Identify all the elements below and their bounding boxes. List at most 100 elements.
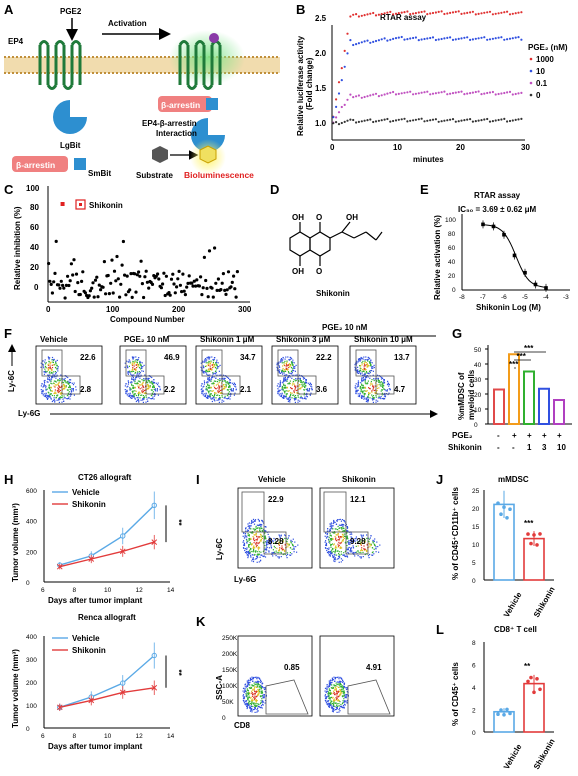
flow-event (260, 523, 262, 526)
g-ytick: 20 (474, 392, 482, 399)
flow-event (281, 545, 283, 547)
b-point (380, 119, 383, 122)
flow-event (205, 392, 207, 394)
flow-event (206, 389, 208, 391)
flow-event (354, 540, 356, 542)
flow-event (342, 559, 344, 561)
flow-event (277, 383, 279, 385)
flow-event (255, 681, 257, 683)
flow-event (262, 704, 264, 706)
b-point (332, 122, 335, 125)
flow-event (375, 547, 377, 550)
flow-event (371, 391, 373, 393)
flow-event (254, 698, 256, 700)
flow-event (248, 544, 250, 546)
b-point (377, 95, 380, 98)
flow-event (348, 546, 350, 549)
flow-event (248, 525, 250, 527)
flow-event (364, 382, 366, 384)
flow-event (253, 542, 255, 544)
flow-event (220, 392, 222, 395)
flow-event (387, 383, 389, 385)
flow-event (260, 551, 262, 553)
flow-event (364, 387, 367, 389)
flow-event (339, 556, 341, 558)
flow-event (337, 681, 339, 683)
flow-event (136, 383, 138, 385)
flow-event (135, 364, 137, 366)
flow-event (290, 393, 292, 395)
flow-event (154, 390, 156, 392)
flow-event (286, 397, 288, 399)
b-point (343, 103, 346, 106)
flow-event (215, 362, 217, 364)
flow-event (333, 550, 335, 553)
flow-event (246, 541, 248, 543)
flow-event (213, 399, 215, 401)
flow-event (134, 390, 136, 392)
c-point (232, 274, 236, 278)
flow-event (254, 708, 256, 710)
flow-event (363, 368, 365, 370)
b-point (349, 93, 352, 96)
b-point (389, 91, 392, 94)
flow-event (270, 543, 272, 545)
flow-event (378, 397, 380, 399)
flow-event (137, 366, 139, 368)
flow-event (360, 549, 362, 551)
flow-event (359, 394, 361, 397)
flow-event (338, 558, 340, 560)
flow-event (205, 360, 207, 362)
flow-event (259, 690, 261, 692)
c-point (57, 283, 61, 287)
flow-event (363, 549, 365, 551)
flow-event (327, 536, 329, 538)
flow-event (124, 385, 126, 387)
c-point (118, 295, 122, 299)
flow-event (205, 393, 207, 395)
flow-event (334, 551, 336, 553)
flow-event (244, 548, 246, 550)
flow-event (278, 365, 280, 367)
b-point (474, 13, 477, 16)
flow-event (71, 388, 74, 390)
flow-event (207, 369, 210, 371)
flow-event (336, 681, 338, 683)
flow-event (291, 370, 293, 372)
flow-event (207, 371, 209, 373)
flow-event (287, 376, 290, 378)
b-point (357, 15, 360, 18)
flow-event (253, 545, 255, 547)
i-plot-frame (319, 487, 395, 569)
flow-event (336, 707, 338, 709)
c-point (223, 288, 227, 292)
flow-event (70, 391, 73, 393)
bar-sig: *** (524, 519, 534, 528)
b-point (397, 92, 400, 95)
flow-event (337, 700, 339, 702)
flow-event (364, 539, 366, 541)
c-point (190, 281, 194, 285)
flow-event (51, 369, 53, 371)
flow-event (226, 381, 228, 383)
flow-event (217, 391, 219, 393)
flow-event (253, 534, 255, 536)
flow-event (286, 386, 288, 388)
flow-event (127, 371, 129, 373)
b-point (377, 39, 380, 42)
flow-event (331, 525, 333, 527)
flow-event (127, 380, 129, 382)
flow-event (208, 396, 210, 398)
flow-event (269, 539, 271, 541)
flow-event (57, 390, 59, 392)
flow-event (202, 365, 204, 367)
flow-event (151, 376, 153, 379)
flow-event (135, 383, 137, 385)
flow-event (282, 553, 284, 556)
panel-label-b: B (296, 2, 305, 17)
panel-label-h: H (4, 472, 13, 487)
flow-event (129, 392, 131, 394)
c-point (235, 270, 239, 274)
